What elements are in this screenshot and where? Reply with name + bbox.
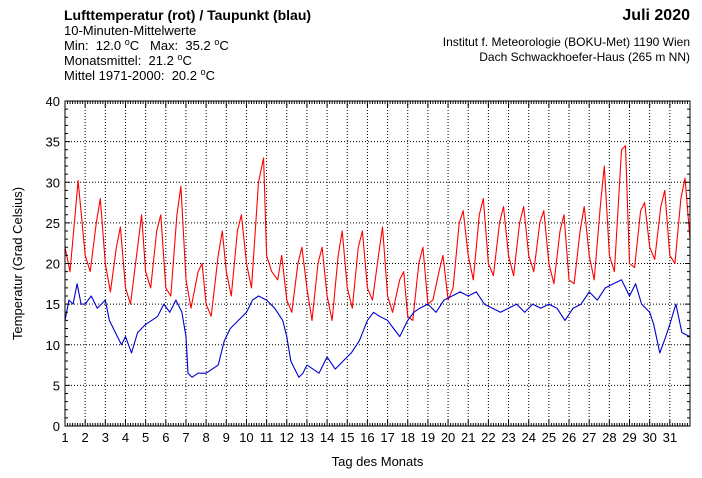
x-tick-label: 16 (360, 430, 374, 445)
chart-subtitle: 10-Minuten-Mittelwerte (64, 23, 197, 38)
x-tick-label: 5 (142, 430, 149, 445)
x-tick-label: 11 (260, 430, 274, 445)
x-axis-label: Tag des Monats (332, 454, 424, 469)
x-tick-label: 3 (102, 430, 109, 445)
x-tick-label: 30 (642, 430, 656, 445)
y-tick-label: 5 (53, 378, 60, 393)
monthly-mean-value: 21.2 (148, 53, 174, 68)
x-tick-label: 19 (421, 430, 435, 445)
degree-mark: o (177, 52, 183, 62)
x-tick-label: 12 (280, 430, 294, 445)
grid (65, 101, 690, 426)
dewpoint-line (64, 279, 691, 378)
x-tick-label: 6 (162, 430, 169, 445)
max-value: 35.2 (185, 38, 211, 53)
longterm-value: 20.2 (171, 68, 197, 83)
unit-c: C (129, 38, 140, 53)
chart-title: Lufttemperatur (rot) / Taupunkt (blau) (64, 7, 312, 23)
x-tick-label: 15 (340, 430, 354, 445)
unit-c: C (219, 38, 229, 53)
x-tick-label: 7 (182, 430, 189, 445)
x-tick-label: 27 (582, 430, 596, 445)
x-tick-label: 21 (461, 430, 475, 445)
y-tick-label: 15 (46, 297, 60, 312)
x-tick-label: 13 (300, 430, 314, 445)
x-tick-label: 18 (401, 430, 415, 445)
location-label: Dach Schwackhoefer-Haus (265 m NN) (479, 50, 690, 64)
x-tick-label: 22 (481, 430, 495, 445)
unit-c: C (205, 68, 216, 83)
monthly-mean-label: Monatsmittel: (64, 53, 142, 68)
degree-mark: o (214, 37, 220, 47)
x-tick-label: 2 (82, 430, 89, 445)
x-tick-label: 28 (602, 430, 616, 445)
y-tick-label: 0 (53, 419, 60, 434)
x-tick-label: 8 (203, 430, 210, 445)
x-tick-label: 20 (441, 430, 455, 445)
x-tick-label: 10 (239, 430, 253, 445)
unit-c: C (182, 53, 192, 68)
x-tick-label: 26 (562, 430, 576, 445)
y-tick-label: 35 (46, 135, 60, 150)
longterm-label: Mittel 1971-2000: (64, 68, 165, 83)
temperature-line (64, 145, 691, 321)
longterm-mean-line: Mittel 1971-2000: 20.2 oC (64, 67, 216, 83)
degree-mark: o (200, 67, 206, 77)
x-tick-label: 9 (223, 430, 230, 445)
x-tick-label: 24 (521, 430, 535, 445)
series-group (64, 145, 691, 378)
month-label: Juli 2020 (622, 7, 690, 24)
degree-mark: o (124, 37, 130, 47)
x-tick-label: 29 (622, 430, 636, 445)
x-tick-label: 23 (501, 430, 515, 445)
max-label: Max: (149, 38, 179, 53)
y-axis-label: Temperatur (Grad Celsius) (10, 187, 25, 340)
institute-label: Institut f. Meteorologie (BOKU-Met) 1190… (442, 35, 690, 49)
x-tick-label: 1 (61, 430, 68, 445)
x-tick-label: 17 (380, 430, 394, 445)
x-tick-label: 25 (542, 430, 556, 445)
y-tick-label: 20 (46, 257, 60, 272)
x-tick-label: 4 (122, 430, 129, 445)
monthly-mean-line: Monatsmittel: 21.2 oC (64, 52, 192, 68)
y-tick-label: 10 (46, 338, 60, 353)
min-label: Min: (64, 38, 89, 53)
x-tick-label: 31 (663, 430, 677, 445)
y-tick-label: 40 (46, 94, 60, 109)
x-tick-label: 14 (320, 430, 334, 445)
min-max-line: Min: 12.0 oC Max: 35.2 oC (64, 37, 229, 53)
y-tick-label: 25 (46, 216, 60, 231)
min-value: 12.0 (95, 38, 122, 53)
y-tick-label: 30 (46, 175, 60, 190)
